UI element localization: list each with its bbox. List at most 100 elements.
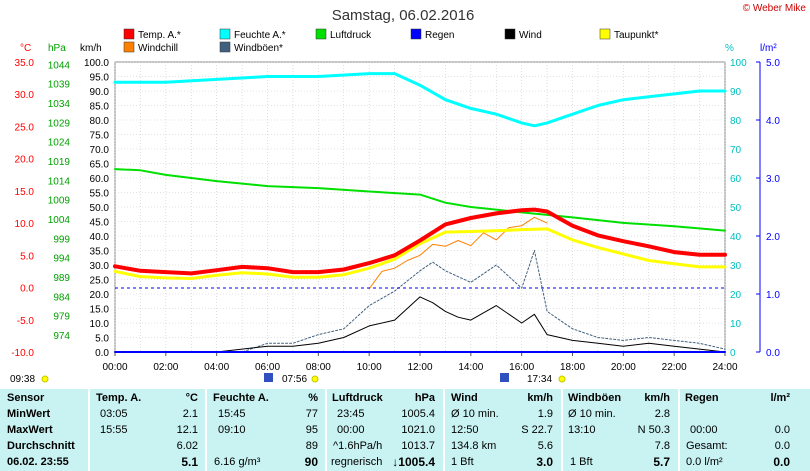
pressure-tick-label: 1009 — [48, 196, 71, 207]
wind-min-time: Ø 10 min. — [451, 408, 499, 420]
temp-tick-label: -10.0 — [11, 348, 34, 359]
copyright-text: © Weber Mike — [743, 3, 807, 14]
x-tick-label: 10:00 — [357, 362, 382, 373]
stats-table: Sensor Temp. A. °C Feuchte A. % Luftdruc… — [0, 389, 810, 471]
temp-max-time: 15:55 — [100, 424, 128, 436]
legend-swatch — [219, 41, 231, 53]
wind-tick-label: 5.0 — [95, 334, 109, 345]
rain-max-time: 00:00 — [690, 424, 718, 436]
gust-max-value: N 50.3 — [637, 424, 670, 436]
pressure-tick-label: 994 — [53, 254, 70, 265]
wind-tick-label: 80.0 — [90, 116, 110, 127]
hum-min-time: 15:45 — [218, 408, 246, 420]
rain-tick-label: 2.0 — [766, 232, 780, 243]
x-tick-label: 04:00 — [204, 362, 229, 373]
wind-tick-label: 20.0 — [90, 290, 110, 301]
sunrise-label: 07:56 — [282, 374, 307, 385]
sun-dot-sunrise — [311, 375, 319, 383]
stats-row-min: MinWert 03:05 2.1 15:45 77 23:45 1005.4 … — [0, 407, 810, 422]
sunset-label: 17:34 — [527, 374, 552, 385]
sunset-icon — [500, 373, 509, 382]
temp-current-value: 5.1 — [181, 455, 198, 469]
temp-min-value: 2.1 — [182, 408, 198, 420]
wind-tick-label: 40.0 — [90, 232, 110, 243]
press-max-time: 00:00 — [337, 424, 365, 436]
abs-humidity: 6.16 g/m³ — [214, 456, 261, 468]
sun-dot-left — [41, 375, 49, 383]
rain-current-text: 0.0 l/m² — [686, 456, 723, 468]
temp-tick-label: 35.0 — [15, 58, 35, 69]
weather-forecast: regnerisch — [331, 456, 383, 468]
series-line-windböen — [114, 250, 726, 353]
wind-tick-label: 35.0 — [90, 247, 110, 258]
rain-tick-label: 4.0 — [766, 116, 780, 127]
series-line-taupunkt — [113, 227, 727, 280]
x-tick-label: 12:00 — [407, 362, 432, 373]
humidity-tick-label: 20 — [730, 290, 742, 301]
rain-tick-label: 3.0 — [766, 174, 780, 185]
legend: Temp. A.* Feuchte A.* Luftdruck Regen Wind Ta… — [123, 28, 659, 54]
gust-current-value: 5.7 — [653, 455, 670, 469]
header-wind-unit: km/h — [527, 392, 553, 404]
rain-tick-label: 0.0 — [766, 348, 780, 359]
press-max-value: 1021.0 — [401, 424, 435, 436]
sun-dot-sunset — [558, 375, 566, 383]
pressure-tick-label: 1034 — [48, 99, 71, 110]
hum-max-value: 95 — [305, 424, 318, 436]
pressure-tick-label: 1029 — [48, 118, 71, 129]
press-min-time: 23:45 — [337, 408, 365, 420]
legend-swatch — [599, 28, 611, 40]
pressure-tick-label: 1044 — [48, 60, 71, 71]
humidity-tick-label: 60 — [730, 174, 742, 185]
wind-tick-label: 30.0 — [90, 261, 110, 272]
legend-swatch — [410, 28, 422, 40]
x-tick-label: 06:00 — [255, 362, 280, 373]
temp-tick-label: 0.0 — [20, 284, 34, 295]
pressure-tick-label: 1014 — [48, 176, 71, 187]
temp-tick-label: 5.0 — [20, 251, 34, 262]
temp-tick-label: 25.0 — [15, 122, 35, 133]
pressure-tick-label: 1039 — [48, 80, 71, 91]
x-tick-label: 02:00 — [153, 362, 178, 373]
wind-distance: 134.8 km — [451, 440, 497, 452]
stats-row-current: 06.02. 23:55 5.1 6.16 g/m³ 90 regnerisch… — [0, 455, 810, 470]
wind-min-value: 1.9 — [537, 408, 553, 420]
pressure-tick-label: 974 — [53, 331, 70, 342]
header-temp-unit: °C — [185, 392, 198, 404]
wind-tick-label: 85.0 — [90, 102, 110, 113]
wind-tick-label: 70.0 — [90, 145, 110, 156]
pressure-tick-label: 1004 — [48, 215, 71, 226]
legend-label: Windböen* — [234, 43, 283, 54]
humidity-tick-label: 80 — [730, 116, 742, 127]
x-tick-label: 00:00 — [102, 362, 127, 373]
header-rain-unit: l/m² — [770, 392, 790, 404]
press-min-value: 1005.4 — [401, 408, 435, 420]
legend-swatch — [123, 28, 135, 40]
x-tick-label: 08:00 — [306, 362, 331, 373]
rain-unit-label: l/m² — [760, 43, 777, 54]
humidity-tick-label: 90 — [730, 87, 742, 98]
header-gust-unit: km/h — [644, 392, 670, 404]
pressure-tick-label: 989 — [53, 273, 70, 284]
sunrise-icon — [264, 373, 273, 382]
gust-min-value: 2.8 — [654, 408, 670, 420]
wind-max-time: 12:50 — [451, 424, 479, 436]
gust-max-time: 13:10 — [568, 424, 596, 436]
legend-label: Luftdruck — [330, 30, 372, 41]
legend-label: Feuchte A.* — [234, 30, 286, 41]
wind-avg-value: 5.6 — [537, 440, 553, 452]
gust-avg-value: 7.8 — [654, 440, 670, 452]
temp-avg-value: 6.02 — [176, 440, 198, 452]
humidity-tick-label: 10 — [730, 319, 742, 330]
wind-tick-label: 90.0 — [90, 87, 110, 98]
legend-swatch — [504, 28, 516, 40]
pressure-tick-label: 984 — [53, 292, 70, 303]
temp-max-value: 12.1 — [176, 424, 198, 436]
axes: 35.0 30.0 25.0 20.0 15.0 10.0 5.0 0.0 -5.0 -10.0 1… — [11, 58, 780, 373]
pressure-tick-label: 1019 — [48, 157, 71, 168]
series-line-feuchte-a — [113, 72, 727, 128]
stats-header-row: Sensor Temp. A. °C Feuchte A. % Luftdruc… — [0, 391, 810, 406]
wind-tick-label: 15.0 — [90, 305, 110, 316]
header-humidity-unit: % — [308, 392, 318, 404]
rain-max-value: 0.0 — [774, 424, 790, 436]
